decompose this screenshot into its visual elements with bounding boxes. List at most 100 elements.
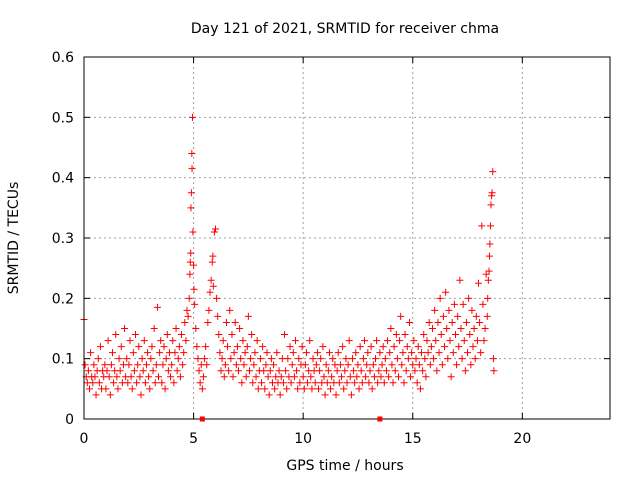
data-point	[186, 270, 194, 278]
data-point	[117, 343, 125, 351]
data-point	[461, 367, 469, 375]
data-point	[361, 337, 369, 345]
data-point	[342, 355, 350, 363]
data-point	[368, 385, 376, 393]
data-point	[226, 306, 234, 314]
data-point	[435, 349, 443, 357]
data-point	[300, 385, 308, 393]
data-point	[410, 337, 418, 345]
data-point	[153, 303, 161, 311]
data-point	[353, 373, 361, 381]
data-point	[206, 288, 214, 296]
data-point	[458, 355, 466, 363]
data-point	[84, 367, 92, 375]
data-point	[116, 367, 124, 375]
data-point	[259, 343, 267, 351]
x-tick-label: 10	[294, 431, 312, 447]
data-point	[190, 261, 198, 269]
data-point	[85, 385, 93, 393]
data-point	[421, 355, 429, 363]
data-point	[290, 373, 298, 381]
data-point	[356, 343, 364, 351]
data-point	[403, 343, 411, 351]
data-point	[464, 349, 472, 357]
data-point	[258, 379, 266, 387]
data-point	[279, 379, 287, 387]
data-point	[283, 385, 291, 393]
data-point	[484, 294, 492, 302]
data-point	[432, 337, 440, 345]
data-point	[424, 349, 432, 357]
data-point	[284, 355, 292, 363]
x-axis-marker	[377, 416, 383, 422]
data-point	[144, 349, 152, 357]
data-point	[181, 318, 189, 326]
data-point	[445, 306, 453, 314]
data-point	[240, 361, 248, 369]
data-point	[239, 337, 247, 345]
x-tick-label: 5	[189, 431, 198, 447]
data-point	[390, 343, 398, 351]
data-point	[472, 312, 480, 320]
data-point	[291, 337, 299, 345]
y-tick-label: 0.1	[52, 352, 74, 368]
data-point	[242, 373, 250, 381]
data-point	[252, 373, 260, 381]
data-point	[267, 355, 275, 363]
data-point	[298, 343, 306, 351]
data-points	[80, 113, 498, 399]
data-point	[146, 385, 154, 393]
data-point	[171, 349, 179, 357]
data-point	[89, 379, 97, 387]
data-point	[264, 373, 272, 381]
data-point	[444, 355, 452, 363]
data-point	[158, 379, 166, 387]
data-point	[453, 361, 461, 369]
data-point	[87, 349, 95, 357]
data-point	[129, 349, 137, 357]
data-point	[325, 349, 333, 357]
data-point	[187, 189, 195, 197]
data-point	[176, 373, 184, 381]
data-point	[189, 228, 197, 236]
data-point	[253, 337, 261, 345]
data-point	[334, 349, 342, 357]
data-point	[208, 258, 216, 266]
data-point	[217, 367, 225, 375]
data-point	[480, 337, 488, 345]
data-point	[126, 337, 134, 345]
data-point	[287, 379, 295, 387]
data-point	[385, 373, 393, 381]
data-point	[155, 373, 163, 381]
data-point	[348, 355, 356, 363]
data-point	[343, 379, 351, 387]
data-point	[173, 367, 181, 375]
data-point	[402, 367, 410, 375]
data-point	[485, 252, 493, 260]
data-point	[414, 343, 422, 351]
data-point	[351, 379, 359, 387]
data-point	[265, 391, 273, 399]
data-point	[413, 379, 421, 387]
y-axis-label: SRMTID / TECUs	[6, 182, 22, 295]
data-point	[378, 361, 386, 369]
data-point	[407, 373, 415, 381]
data-point	[352, 349, 360, 357]
data-point	[107, 361, 115, 369]
data-point	[434, 318, 442, 326]
x-axis-markers	[199, 416, 383, 422]
data-point	[317, 355, 325, 363]
x-axis-marker	[199, 416, 205, 422]
data-point	[188, 165, 196, 173]
data-point	[374, 379, 382, 387]
data-point	[247, 355, 255, 363]
data-point	[216, 349, 224, 357]
data-point	[110, 379, 118, 387]
data-point	[218, 355, 226, 363]
data-point	[90, 361, 98, 369]
data-point	[152, 361, 160, 369]
data-point	[482, 270, 490, 278]
data-point	[367, 343, 375, 351]
data-point	[96, 343, 104, 351]
data-point	[431, 306, 439, 314]
